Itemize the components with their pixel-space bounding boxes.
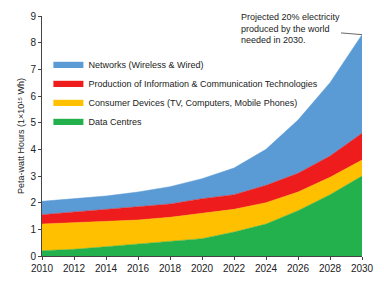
svg-text:2018: 2018 (159, 263, 182, 274)
svg-text:7: 7 (30, 64, 36, 75)
svg-text:8: 8 (30, 37, 36, 48)
svg-text:Networks (Wireless & Wired): Networks (Wireless & Wired) (88, 60, 203, 70)
svg-text:2024: 2024 (255, 263, 278, 274)
svg-text:6: 6 (30, 91, 36, 102)
svg-text:2030: 2030 (351, 263, 374, 274)
svg-text:2016: 2016 (127, 263, 150, 274)
svg-text:2: 2 (30, 197, 36, 208)
svg-text:0: 0 (30, 251, 36, 262)
svg-text:Consumer Devices (TV, Computer: Consumer Devices (TV, Computers, Mobile … (88, 98, 297, 108)
svg-text:2026: 2026 (287, 263, 310, 274)
svg-text:9: 9 (30, 11, 36, 22)
svg-text:3: 3 (30, 171, 36, 182)
svg-text:Production of Information & Co: Production of Information & Communicatio… (88, 79, 317, 89)
svg-text:2014: 2014 (95, 263, 118, 274)
svg-text:2022: 2022 (223, 263, 246, 274)
svg-text:2012: 2012 (63, 263, 86, 274)
svg-text:Peta-watt Hours (1×10¹⁵ Wh): Peta-watt Hours (1×10¹⁵ Wh) (16, 78, 26, 194)
svg-text:2028: 2028 (319, 263, 342, 274)
svg-text:4: 4 (30, 144, 36, 155)
svg-text:2020: 2020 (191, 263, 214, 274)
svg-text:Projected 20% electricityprodu: Projected 20% electricityproduced by the… (241, 12, 340, 45)
svg-text:2010: 2010 (31, 263, 54, 274)
svg-text:1: 1 (30, 224, 36, 235)
svg-text:5: 5 (30, 117, 36, 128)
svg-text:Data Centres: Data Centres (88, 117, 142, 127)
